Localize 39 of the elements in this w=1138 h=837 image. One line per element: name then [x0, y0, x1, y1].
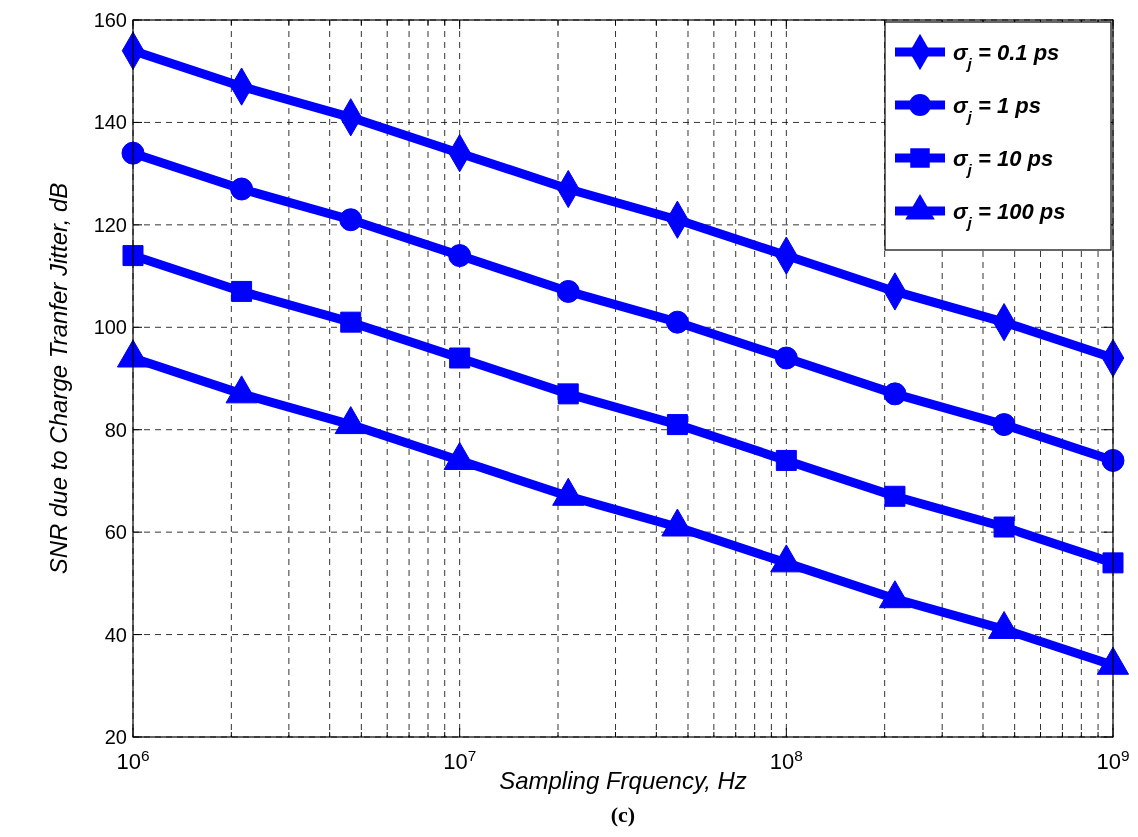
point — [449, 347, 471, 369]
point — [556, 279, 580, 303]
point — [121, 141, 145, 165]
point — [122, 245, 144, 267]
point — [1101, 448, 1125, 472]
point — [666, 414, 688, 436]
point — [340, 311, 362, 333]
point — [775, 449, 797, 471]
point — [1102, 552, 1124, 574]
point — [884, 485, 906, 507]
point — [339, 208, 363, 232]
y-tick-label: 60 — [104, 521, 127, 544]
point — [992, 413, 1016, 437]
x-tick-label: 10$^{6}$ — [116, 746, 150, 774]
point — [557, 383, 579, 405]
x-tick-label: 10$^{8}$ — [769, 746, 803, 774]
y-axis-title: SNR due to Charge Tranfer Jitter, dB — [45, 182, 72, 575]
point — [231, 280, 253, 302]
x-axis-title: Sampling Frquency, Hz — [499, 767, 747, 794]
point — [230, 177, 254, 201]
y-tick-label: 160 — [93, 9, 127, 31]
y-tick-label: 100 — [93, 316, 127, 339]
y-tick-label: 140 — [93, 111, 127, 134]
point — [883, 382, 907, 406]
point — [993, 516, 1015, 538]
x-tick-label: 10$^{7}$ — [443, 746, 477, 774]
y-tick-label: 20 — [104, 726, 127, 748]
y-tick-label: 40 — [104, 623, 127, 646]
legend-label: σ$_{j}$ = 1 ps — [953, 93, 1041, 125]
point — [774, 346, 798, 370]
y-tick-label: 120 — [93, 213, 127, 236]
legend-label: σ$_{j}$ = 10 ps — [953, 146, 1054, 178]
x-tick-label: 10$^{9}$ — [1096, 746, 1130, 774]
point — [665, 310, 689, 334]
text: (c) — [610, 802, 636, 827]
point — [448, 244, 472, 268]
y-tick-label: 80 — [104, 418, 127, 441]
legend-label: σ$_{j}$ = 100 ps — [953, 199, 1066, 231]
legend-label: σ$_{j}$ = 0.1 ps — [953, 40, 1060, 72]
